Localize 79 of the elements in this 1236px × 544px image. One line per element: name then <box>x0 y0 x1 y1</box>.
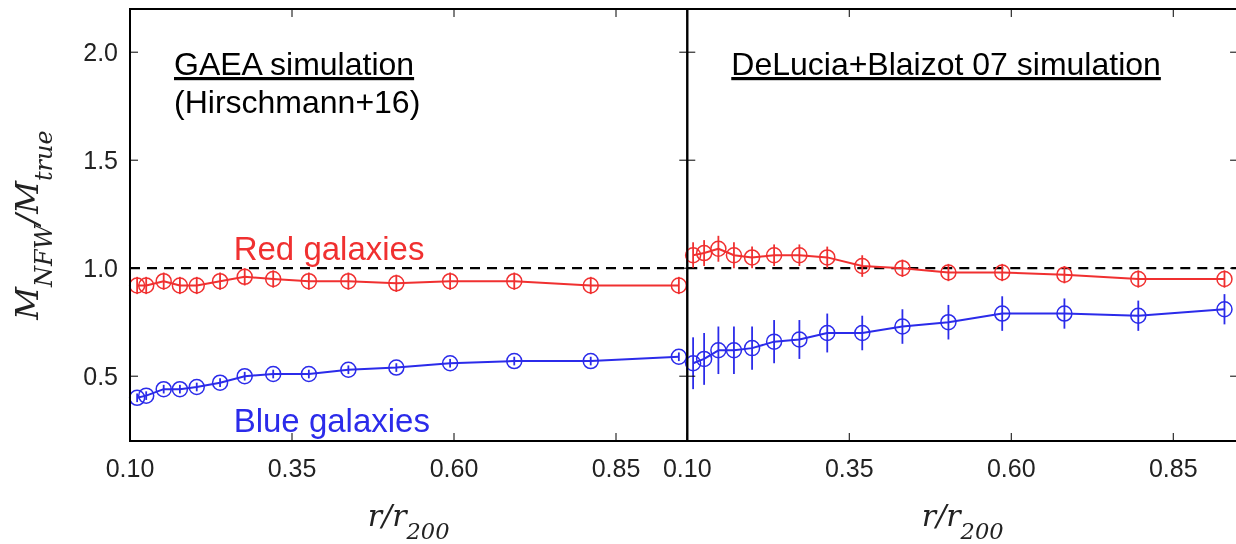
point <box>710 342 727 359</box>
y-tick-label: 2.0 <box>83 38 118 67</box>
point <box>993 264 1011 281</box>
point <box>506 272 523 290</box>
point <box>765 246 783 264</box>
point <box>506 352 523 370</box>
point <box>894 318 911 335</box>
point <box>128 277 146 294</box>
text: GAEA simulation <box>174 46 415 82</box>
point <box>710 240 727 258</box>
point <box>791 246 808 264</box>
point <box>155 272 172 290</box>
point <box>684 354 702 372</box>
point <box>171 380 189 398</box>
point <box>441 272 459 290</box>
y-tick-label: 1.5 <box>83 146 118 175</box>
point <box>853 324 871 342</box>
point <box>388 359 405 376</box>
x-axis-title: r/r$_{200}$ <box>921 498 1004 544</box>
x-tick-label: 0.10 <box>662 454 712 482</box>
point <box>993 305 1011 322</box>
point <box>582 352 599 370</box>
point <box>188 378 205 396</box>
series-label: Red galaxies <box>233 230 425 268</box>
point <box>743 249 761 266</box>
x-tick-label: 0.60 <box>429 454 479 482</box>
point <box>853 257 871 275</box>
point <box>1056 266 1073 283</box>
point <box>264 365 282 383</box>
point <box>137 387 155 404</box>
x-axis-title: r/r$_{200}$ <box>367 498 450 544</box>
point <box>725 246 743 264</box>
point <box>765 333 783 350</box>
x-tick-label: 0.35 <box>824 454 874 482</box>
x-tick-label: 0.35 <box>267 454 317 482</box>
point <box>388 275 405 292</box>
point <box>1216 300 1233 318</box>
point <box>236 268 253 286</box>
point <box>171 277 189 294</box>
x-tick-label: 0.85 <box>591 454 641 482</box>
point <box>211 374 229 391</box>
point <box>236 367 253 385</box>
x-tick-label: 0.85 <box>1148 454 1198 482</box>
point <box>670 348 688 366</box>
point <box>819 249 836 266</box>
point <box>340 361 357 378</box>
point <box>940 264 957 281</box>
series-label: Blue galaxies <box>233 401 430 439</box>
point <box>300 365 318 383</box>
point <box>725 342 743 359</box>
x-tick-label: 0.10 <box>105 454 155 482</box>
x-tick-label: 0.60 <box>986 454 1036 482</box>
point <box>894 259 911 277</box>
point <box>155 380 172 398</box>
point <box>1056 305 1073 322</box>
point <box>940 313 957 331</box>
point <box>743 339 761 357</box>
point <box>791 331 808 348</box>
point <box>128 389 146 407</box>
point <box>340 272 357 290</box>
y-tick-label: 0.5 <box>83 362 118 391</box>
y-tick-label: 1.0 <box>83 254 118 283</box>
point <box>264 270 282 288</box>
point <box>441 354 459 372</box>
point <box>670 277 688 294</box>
point <box>211 272 229 290</box>
point <box>137 277 155 294</box>
point <box>582 277 599 294</box>
point <box>188 277 205 294</box>
point <box>1130 270 1147 288</box>
text: DeLucia+Blaizot 07 simulation <box>731 46 1161 82</box>
point <box>1216 270 1233 288</box>
point <box>695 244 713 262</box>
point <box>1130 307 1147 324</box>
point <box>300 272 318 290</box>
point <box>695 350 713 368</box>
point <box>684 246 702 264</box>
point <box>819 324 836 342</box>
text: (Hirschmann+16) <box>174 84 421 120</box>
